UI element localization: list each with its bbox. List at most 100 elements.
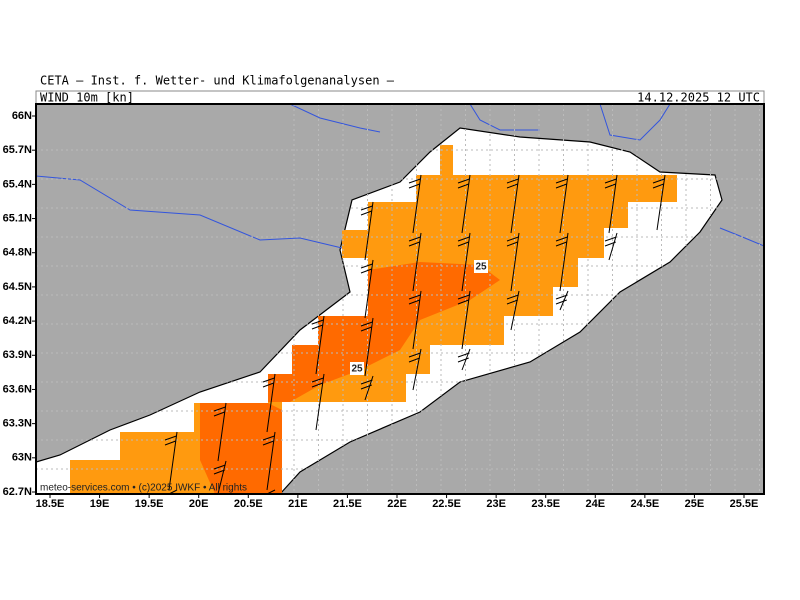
- barb-flag: [262, 377, 275, 383]
- longitude-label: 23E: [486, 498, 506, 510]
- longitude-label: 18.5E: [36, 498, 65, 510]
- longitude-label: 19E: [90, 498, 110, 510]
- barb-flag: [311, 319, 324, 325]
- barb-shaft: [461, 290, 471, 350]
- barb-shaft: [168, 431, 178, 491]
- longitude-label: 21E: [288, 498, 308, 510]
- river: [719, 227, 764, 247]
- barb-flag: [408, 178, 421, 184]
- barb-shaft: [364, 259, 374, 319]
- latitude-label: 65.7N: [3, 144, 32, 156]
- barb-shaft: [364, 317, 374, 377]
- longitude-label: 24E: [585, 498, 605, 510]
- latitude-label: 64.8N: [3, 247, 32, 259]
- river: [289, 104, 381, 133]
- barb-flag: [213, 406, 226, 412]
- barb-flag: [213, 469, 225, 475]
- wind-area-strong: [200, 403, 282, 494]
- latitude-label: 63.3N: [3, 418, 32, 430]
- barb-flag: [262, 435, 275, 441]
- barb-flag: [408, 236, 421, 242]
- barb-flag: [408, 299, 420, 305]
- barb-flag: [408, 352, 421, 358]
- longitude-label: 19.5E: [135, 498, 164, 510]
- barb-shaft: [315, 315, 325, 375]
- barb-flag: [652, 183, 664, 189]
- barb-flag: [457, 183, 469, 189]
- barb-flag: [506, 183, 518, 189]
- longitude-label: 22.5E: [432, 498, 461, 510]
- latitude-label: 64.2N: [3, 315, 32, 327]
- barb-flag: [360, 321, 373, 327]
- barb-flag: [164, 440, 176, 446]
- grid: [36, 104, 764, 494]
- barb-flag: [604, 178, 617, 184]
- longitude-label: 21.5E: [333, 498, 362, 510]
- latitude-label: 65.1N: [3, 212, 32, 224]
- barb-flag: [457, 357, 469, 363]
- barb-flag: [408, 183, 420, 189]
- barb-shaft: [266, 431, 276, 491]
- wind-barbs: [164, 174, 666, 503]
- barb-flag: [457, 299, 469, 305]
- barb-shaft: [510, 174, 520, 234]
- footer-credit: meteo-services.com • (c)2025 IWKF • All …: [40, 483, 247, 494]
- river: [599, 104, 671, 141]
- barb-flag: [360, 384, 372, 390]
- barb-flag: [213, 411, 225, 417]
- barb-flag: [604, 236, 617, 242]
- barb-shaft: [364, 201, 374, 261]
- barb-flag: [311, 324, 323, 330]
- contour-label: 25: [475, 262, 487, 273]
- barb-shaft: [412, 290, 422, 350]
- barb-flag: [360, 326, 372, 332]
- barb-flag: [555, 236, 568, 242]
- barb-flag: [457, 178, 470, 184]
- barb-flag: [506, 299, 518, 305]
- barb-shaft: [608, 174, 618, 234]
- barb-shaft: [412, 348, 422, 391]
- barb-flag: [360, 379, 373, 385]
- map-frame: [35, 103, 765, 495]
- barb-flag: [457, 352, 470, 358]
- barb-flag: [555, 241, 567, 247]
- barb-shaft: [412, 174, 422, 234]
- barb-flag: [457, 236, 470, 242]
- barb-flag: [457, 294, 470, 300]
- barb-shaft: [510, 232, 520, 292]
- longitude-label: 25E: [685, 498, 705, 510]
- barb-flag: [555, 294, 568, 300]
- barb-flag: [457, 241, 469, 247]
- barb-flag: [360, 268, 372, 274]
- barb-shaft: [559, 232, 569, 292]
- longitude-label: 22E: [387, 498, 407, 510]
- barb-flag: [408, 241, 420, 247]
- barb-flag: [408, 357, 420, 363]
- valid-time: 14.12.2025 12 UTC: [637, 91, 760, 105]
- latitude-label: 65.4N: [3, 178, 32, 190]
- barb-flag: [262, 440, 274, 446]
- barb-shaft: [217, 402, 227, 462]
- contour-label-bg: [474, 260, 488, 273]
- barb-flag: [262, 382, 274, 388]
- barb-flag: [652, 178, 665, 184]
- latitude-label: 63N: [12, 452, 32, 464]
- barb-flag: [408, 294, 421, 300]
- longitude-label: 20E: [189, 498, 209, 510]
- latitude-label: 66N: [12, 110, 32, 122]
- barb-flag: [164, 435, 177, 441]
- barb-flag: [263, 499, 274, 503]
- barb-flag: [555, 299, 567, 305]
- barb-shaft: [412, 232, 422, 292]
- longitude-label: 24.5E: [630, 498, 659, 510]
- longitude-label: 20.5E: [234, 498, 263, 510]
- longitude-label: 25.5E: [730, 498, 759, 510]
- barb-flag: [555, 178, 568, 184]
- barb-flag: [506, 178, 519, 184]
- barb-flag: [604, 183, 616, 189]
- barb-flag: [555, 183, 567, 189]
- barb-flag: [506, 241, 518, 247]
- barb-shaft: [217, 460, 227, 494]
